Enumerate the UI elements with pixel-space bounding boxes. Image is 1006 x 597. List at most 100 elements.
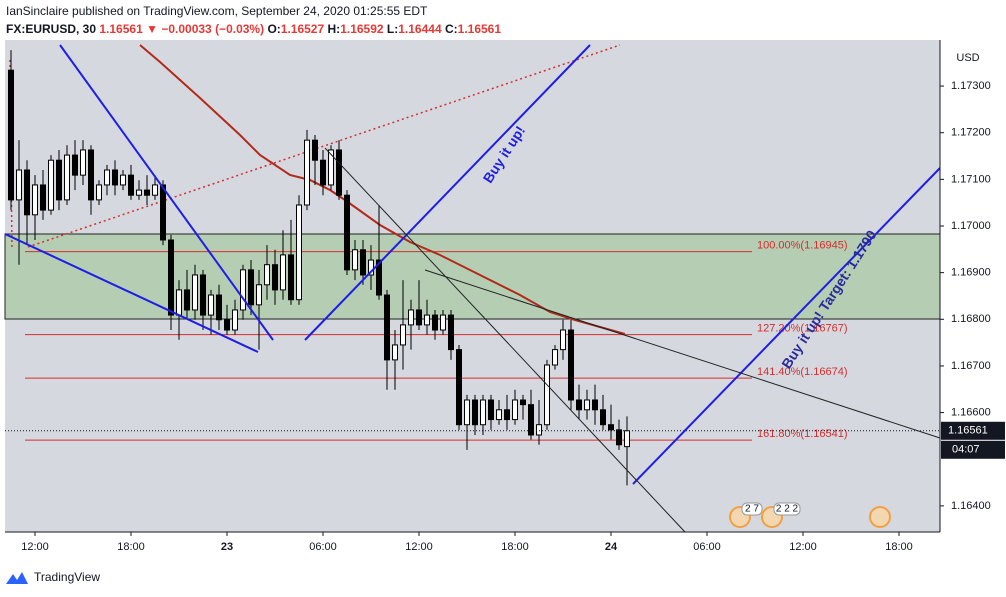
candle-body xyxy=(144,189,150,196)
candle-body xyxy=(288,254,294,301)
x-tick-label: 12:00 xyxy=(405,541,433,553)
candle-body xyxy=(416,309,422,326)
candles xyxy=(5,50,940,486)
x-tick-label: 23 xyxy=(221,541,233,553)
ohlc-label: H: xyxy=(327,22,341,36)
candle-body xyxy=(128,174,134,196)
candle-body xyxy=(536,424,542,436)
y-tick-label: 1.17200 xyxy=(951,127,991,139)
down-arrow: ▼ xyxy=(146,22,158,36)
candle-body xyxy=(424,314,430,326)
fib-label: 141.40%(1.16674) xyxy=(757,366,848,378)
y-tick-label: 1.16700 xyxy=(951,360,991,372)
candle-body xyxy=(528,404,534,436)
y-tick-label: 1.16400 xyxy=(951,500,991,512)
candle-body xyxy=(304,139,310,206)
candle-body xyxy=(472,399,478,426)
ohlc-value: 1.16527 xyxy=(280,22,325,36)
x-tick-label: 12:00 xyxy=(789,541,817,553)
candle-body xyxy=(200,274,206,316)
candle-body xyxy=(280,254,286,291)
candle-body xyxy=(464,399,470,426)
y-tick-label: 1.17100 xyxy=(951,173,991,185)
candle-body xyxy=(216,294,222,321)
candle-body xyxy=(88,149,94,201)
candle-body xyxy=(520,399,526,406)
candle-body xyxy=(296,204,302,301)
candle-body xyxy=(184,289,190,311)
candle-body xyxy=(544,364,550,426)
candle-body xyxy=(48,159,54,211)
candle-body xyxy=(616,429,622,446)
candle-body xyxy=(120,174,126,186)
candle-body xyxy=(112,169,118,186)
trendline xyxy=(632,167,941,485)
event-icon xyxy=(869,506,891,528)
candle-body xyxy=(368,259,374,276)
candle-body xyxy=(504,409,510,421)
candle-body xyxy=(352,249,358,271)
candle-body xyxy=(584,399,590,411)
y-tick-label: 1.16900 xyxy=(951,267,991,279)
ohlc-label: L: xyxy=(386,22,399,36)
candle-body xyxy=(16,169,22,201)
candle-body xyxy=(56,159,62,201)
candle-body xyxy=(40,184,46,211)
x-tick-label: 06:00 xyxy=(693,541,721,553)
countdown-box xyxy=(941,440,1005,459)
candle-body xyxy=(256,284,262,306)
y-tick-label: 1.17000 xyxy=(951,220,991,232)
candle-body xyxy=(552,349,558,366)
ohlc-value: 1.16444 xyxy=(398,22,442,36)
candle-body xyxy=(72,154,78,176)
candle-body xyxy=(568,329,574,401)
candle-body xyxy=(400,324,406,346)
price-axis xyxy=(940,40,1006,560)
y-tick-label: 1.17300 xyxy=(951,80,991,92)
candle-body xyxy=(248,269,254,306)
last-price-label: 1.16561 xyxy=(948,425,988,437)
candle-body xyxy=(264,264,270,286)
y-tick-label: 1.16800 xyxy=(951,313,991,325)
x-tick-label: 06:00 xyxy=(309,541,337,553)
x-tick-label: 12:00 xyxy=(21,541,49,553)
ohlc-label: O: xyxy=(267,22,281,36)
candle-body xyxy=(560,329,566,351)
symbol-line: FX:EURUSD, 30 1.16561 ▼ −0.00033 (−0.03%… xyxy=(6,22,501,36)
fib-label: 127.20%(1.16767) xyxy=(757,323,848,335)
axes: 1.17300 1.17200 1.17100 1.17000 1.16900 1.168… xyxy=(21,80,1005,553)
candle-body xyxy=(440,314,446,331)
trendline xyxy=(424,269,941,439)
ohlc-label: C: xyxy=(444,22,458,36)
trendline xyxy=(324,147,686,533)
y-tick-label: 1.16600 xyxy=(951,406,991,418)
publish-line: IanSinclaire published on TradingView.co… xyxy=(6,4,428,18)
event-badges: 2 7 2 2 2 xyxy=(729,502,891,528)
candle-body xyxy=(496,409,502,421)
candle-body xyxy=(320,159,326,186)
logo xyxy=(6,572,28,584)
candle-body xyxy=(152,184,158,196)
candle-body xyxy=(8,69,14,201)
currency: USD xyxy=(956,52,979,64)
candle-body xyxy=(592,399,598,411)
logo-mark xyxy=(6,572,28,584)
candle-body xyxy=(456,349,462,426)
candle-body xyxy=(136,189,142,196)
candle-body xyxy=(104,169,110,186)
symbol: FX:EURUSD, 30 xyxy=(6,22,97,36)
fib-label: 100.00%(1.16945) xyxy=(757,240,848,252)
candle-body xyxy=(408,309,414,326)
dotted-trendline xyxy=(27,44,621,248)
candle-body xyxy=(376,259,382,296)
candle-body xyxy=(96,184,102,201)
time-axis xyxy=(0,532,1006,560)
candle-body xyxy=(192,274,198,311)
candle-body xyxy=(168,239,174,316)
x-tick-label: 24 xyxy=(605,541,618,553)
trendline xyxy=(304,44,591,341)
event-count-box xyxy=(773,502,801,516)
candle-body xyxy=(176,289,182,316)
trendline xyxy=(4,233,259,353)
